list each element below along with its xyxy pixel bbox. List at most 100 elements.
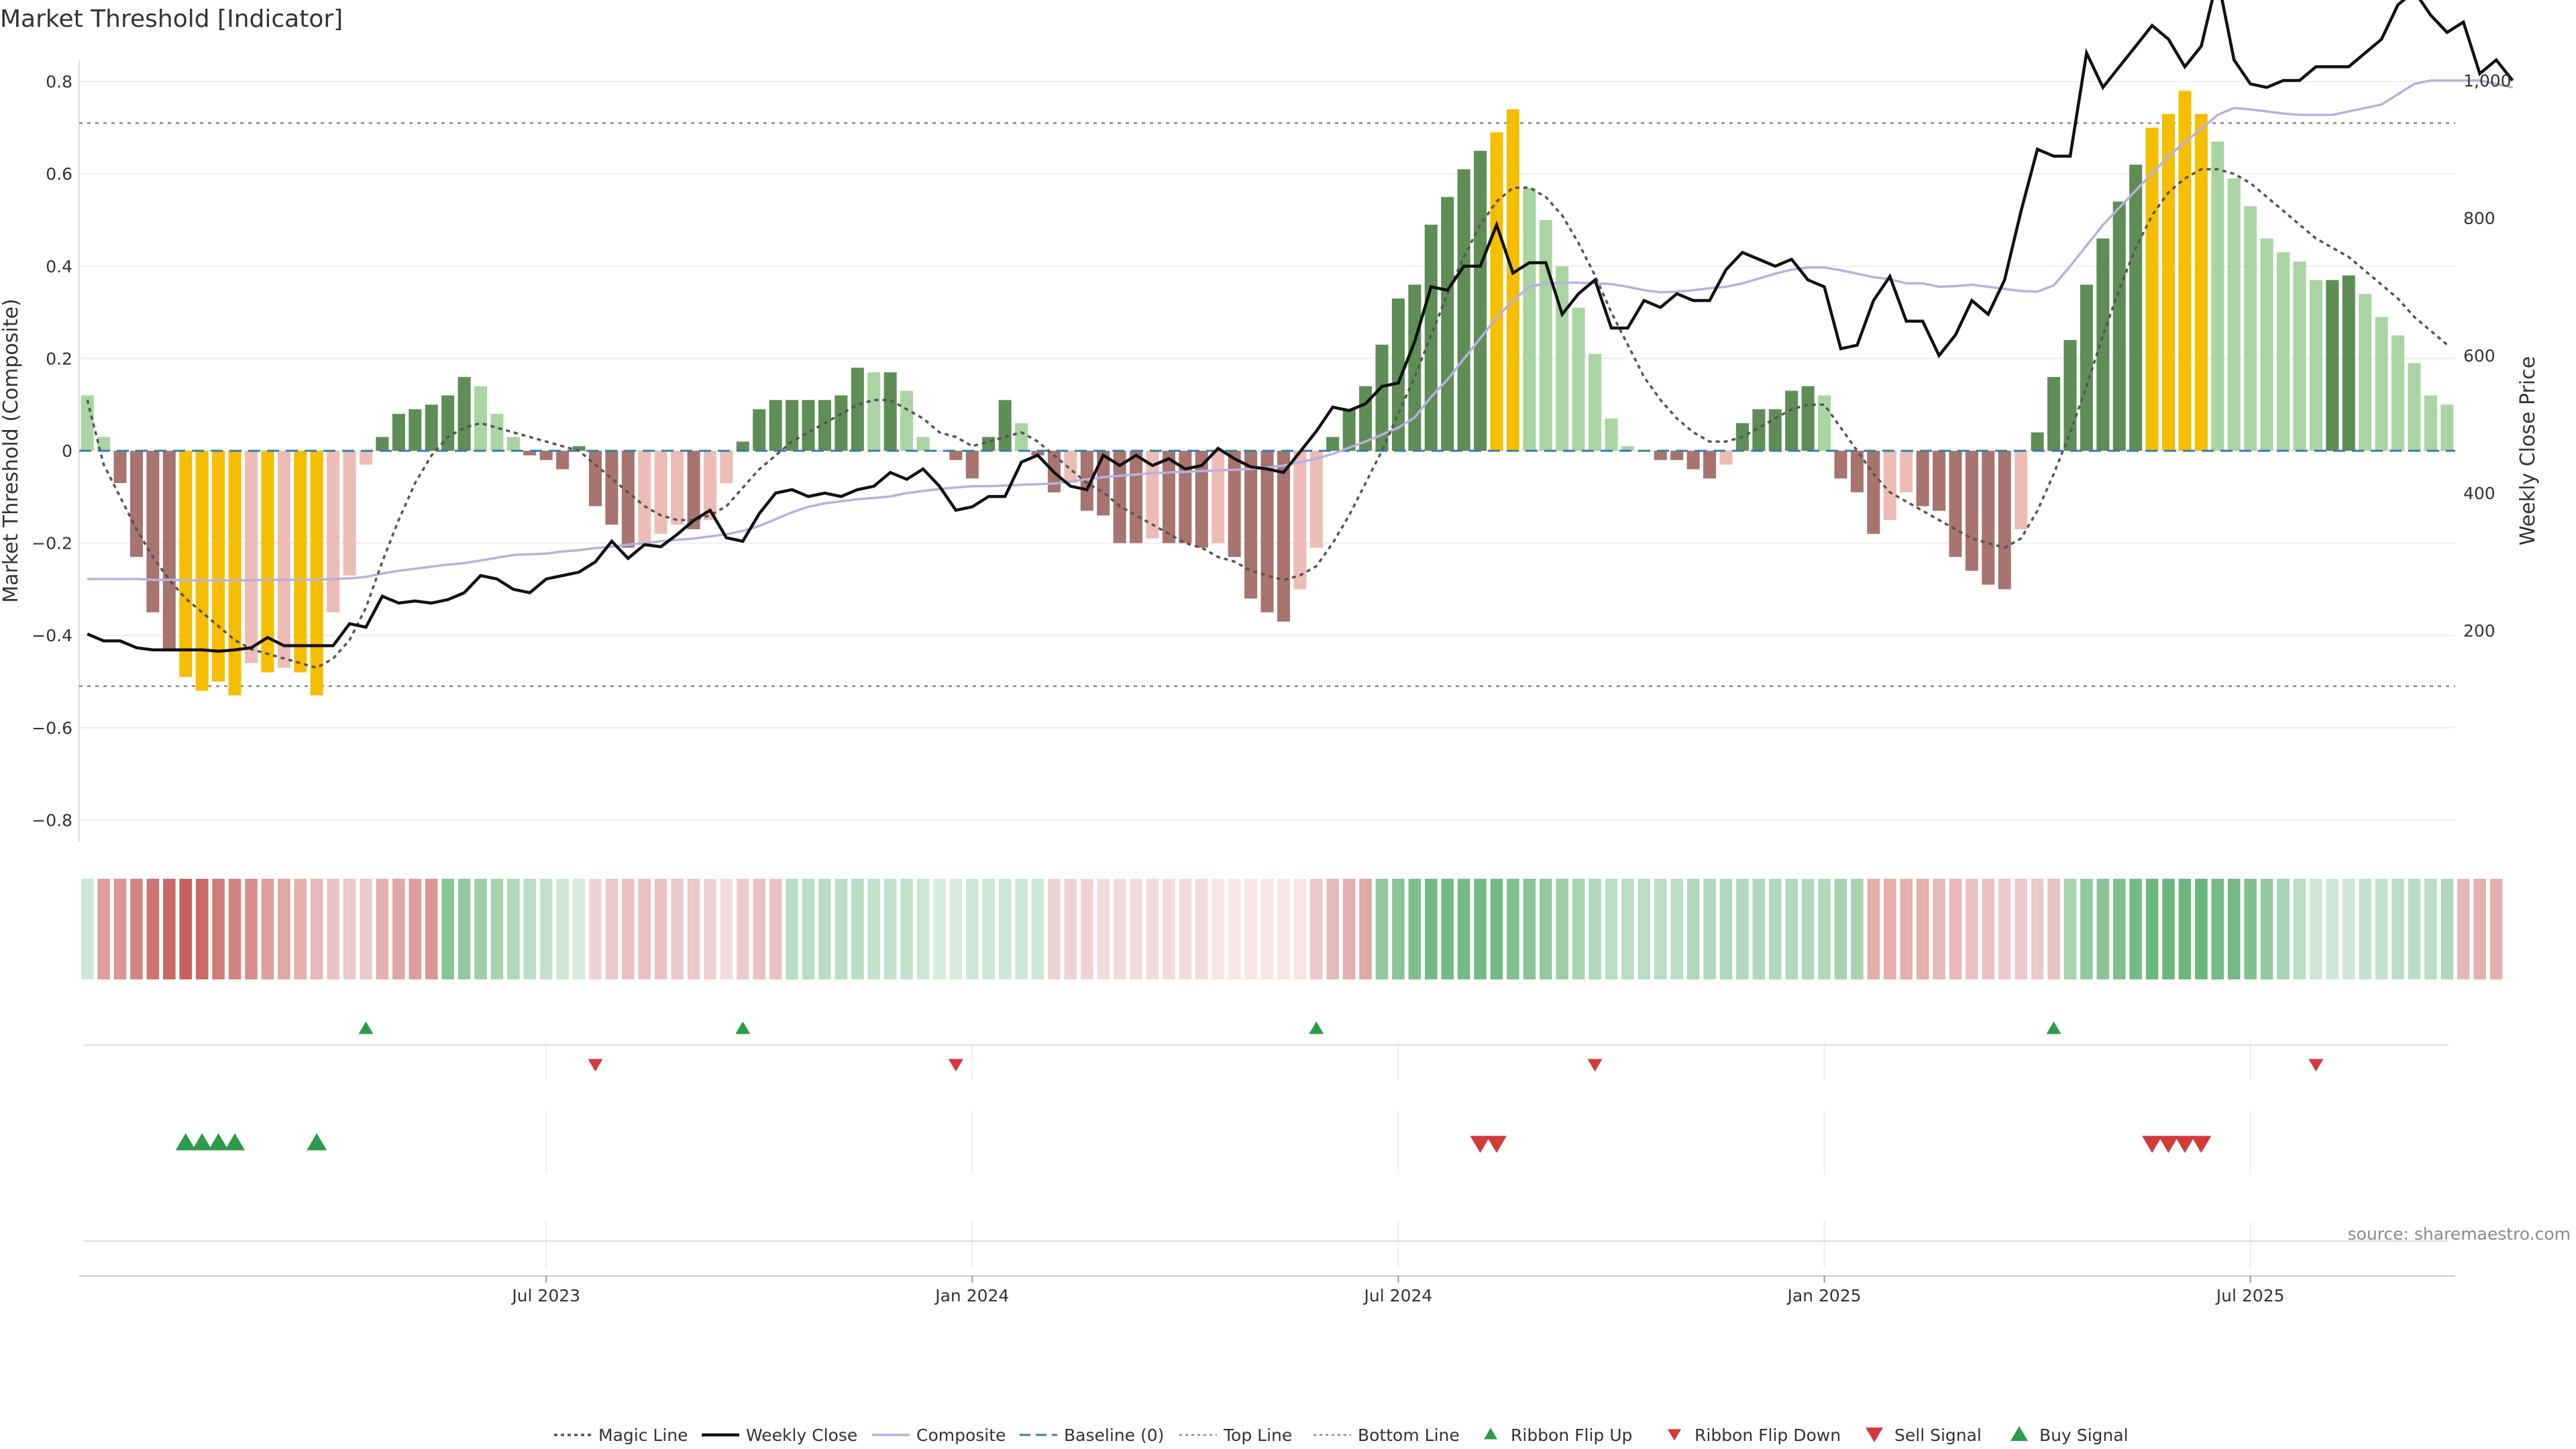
composite-bar	[2391, 335, 2405, 451]
ribbon-segment	[867, 879, 881, 979]
composite-bar	[2211, 142, 2224, 451]
legend-label: Buy Signal	[2039, 1426, 2129, 1445]
composite-bar	[162, 451, 176, 649]
left-y-axis: 0.8 0.6 0.4 0.2 0 −0.2 −0.4 −0.6 −0.8	[32, 72, 72, 830]
legend-label: Magic Line	[598, 1426, 688, 1445]
composite-bar	[474, 386, 488, 451]
ribbon-segment	[360, 879, 372, 979]
composite-bar	[1867, 451, 1880, 534]
ribbon-segment	[1851, 879, 1864, 979]
composite-bar	[1457, 169, 1470, 451]
ribbon-segment	[1408, 879, 1421, 979]
composite-bar	[1589, 354, 1602, 451]
ribbon-segment	[310, 879, 323, 979]
sell-signal-marker	[2158, 1136, 2179, 1153]
right-axis-label: Weekly Close Price	[2516, 356, 2540, 545]
composite-bar	[1752, 409, 1766, 451]
left-tick-label: 0.2	[46, 349, 72, 368]
ribbon-segment	[654, 879, 667, 979]
composite-bar	[1097, 451, 1110, 516]
composite-bar	[769, 400, 782, 451]
ribbon-segment	[933, 879, 946, 979]
ribbon-segment	[2408, 879, 2421, 979]
ribbon-segment	[2195, 879, 2208, 979]
ribbon-segment	[195, 879, 209, 979]
ribbon-segment	[1834, 879, 1847, 979]
ribbon-segment	[1424, 879, 1438, 979]
ribbon-segment	[982, 879, 996, 979]
composite-bar	[786, 400, 799, 451]
right-tick-label: 600	[2463, 346, 2496, 366]
composite-bar	[261, 451, 274, 673]
composite-bar	[277, 451, 290, 668]
trend-ribbon	[80, 879, 2503, 979]
ribbon-segment	[1703, 879, 1716, 979]
composite-bar	[2129, 164, 2143, 451]
ribbon-segment	[2227, 879, 2241, 979]
ribbon-segment	[966, 879, 979, 979]
ribbon-segment	[2277, 879, 2290, 979]
ribbon-segment	[671, 879, 684, 979]
ribbon-segment	[1686, 879, 1700, 979]
ribbon-segment	[2047, 879, 2060, 979]
composite-bar	[1162, 451, 1175, 543]
ribbon-segment	[425, 879, 438, 979]
composite-bar	[1949, 451, 1962, 557]
x-tick-label: Jan 2025	[1786, 1286, 1861, 1305]
composite-bar	[1834, 451, 1847, 479]
ribbon-segment	[1785, 879, 1798, 979]
composite-bar	[2293, 261, 2306, 451]
ribbon-segment	[409, 879, 422, 979]
right-tick-label: 1,000	[2463, 71, 2512, 91]
composite-bar	[2047, 376, 2061, 451]
composite-bar	[556, 451, 570, 470]
composite-bar	[490, 413, 504, 451]
composite-bar	[949, 451, 963, 460]
ribbon-segment	[327, 879, 339, 979]
ribbon-segment	[1638, 879, 1651, 979]
ribbon-segment	[1654, 879, 1667, 979]
ribbon-segment	[1982, 879, 1995, 979]
composite-bar	[2276, 252, 2290, 451]
ribbon-segment	[1195, 879, 1208, 979]
sell-signal-marker	[2174, 1136, 2195, 1153]
legend-label: Bottom Line	[1358, 1426, 1460, 1445]
composite-bar	[1474, 150, 1487, 451]
ribbon-segment	[687, 879, 700, 979]
composite-bar	[228, 451, 241, 696]
ribbon-segment	[2244, 879, 2257, 979]
composite-bar	[179, 451, 193, 678]
ribbon-segment	[441, 879, 454, 979]
ribbon-segment	[1015, 879, 1028, 979]
ribbon-segment	[1392, 879, 1405, 979]
ribbon-segment	[343, 879, 356, 979]
ribbon-segment	[1900, 879, 1913, 979]
ribbon-segment	[539, 879, 553, 979]
ribbon-segment	[1539, 879, 1552, 979]
composite-bar	[129, 451, 144, 557]
composite-bar	[2227, 178, 2241, 451]
composite-bar	[998, 400, 1012, 451]
ribbon-segment	[1277, 879, 1290, 979]
composite-bar	[2244, 206, 2257, 451]
signal-markers	[175, 1133, 2212, 1153]
x-axis: Jul 2023 Jan 2024 Jul 2024 Jan 2025 Jul 2025	[511, 1276, 2285, 1305]
ribbon-segment	[2375, 879, 2388, 979]
composite-bar	[146, 451, 160, 612]
composite-bar	[1572, 307, 1585, 451]
composite-bar	[2359, 294, 2372, 451]
composite-bar	[1900, 451, 1913, 492]
composite-bar	[1785, 390, 1799, 451]
composite-bar	[244, 451, 258, 663]
composite-bar	[965, 451, 979, 479]
composite-bar	[2194, 113, 2208, 451]
ribbon-segment	[1212, 879, 1224, 979]
ribbon-segment	[737, 879, 749, 979]
composite-bar	[376, 437, 389, 451]
ribbon-segment	[1768, 879, 1782, 979]
composite-bar	[671, 451, 684, 525]
ribbon-segment	[163, 879, 176, 979]
legend-label: Composite	[916, 1426, 1006, 1445]
ribbon-segment	[97, 879, 110, 979]
ribbon-segment	[228, 879, 241, 979]
